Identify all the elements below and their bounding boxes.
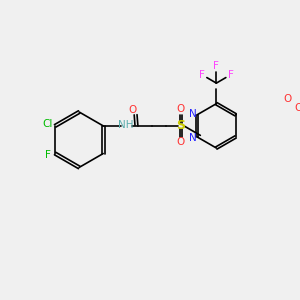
Text: O: O bbox=[128, 105, 136, 115]
Text: Cl: Cl bbox=[42, 119, 52, 129]
Text: F: F bbox=[45, 150, 51, 160]
Text: F: F bbox=[228, 70, 233, 80]
Text: N: N bbox=[188, 109, 196, 119]
Text: O: O bbox=[284, 94, 292, 104]
Text: O: O bbox=[177, 137, 185, 148]
Text: S: S bbox=[176, 119, 185, 132]
Text: NH: NH bbox=[118, 120, 134, 130]
Text: F: F bbox=[213, 61, 219, 71]
Text: F: F bbox=[199, 70, 205, 80]
Text: O: O bbox=[177, 104, 185, 114]
Text: N: N bbox=[188, 133, 196, 143]
Text: O: O bbox=[294, 103, 300, 112]
